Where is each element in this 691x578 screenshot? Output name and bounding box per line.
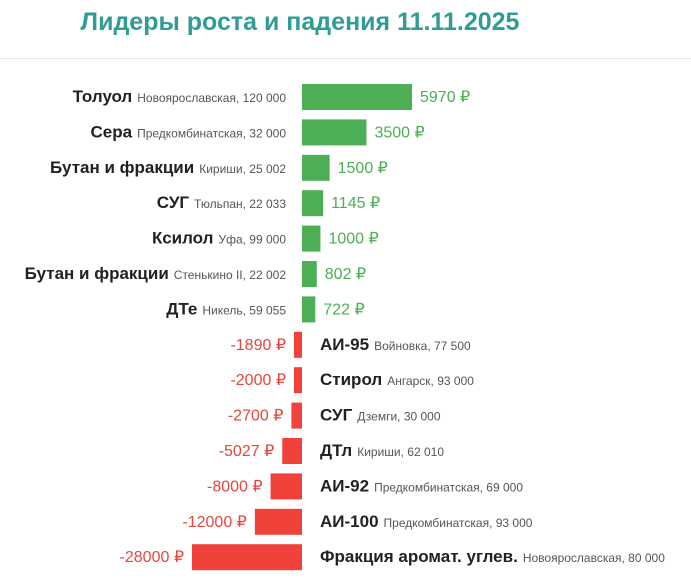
- place-detail: Никель, 59 055: [202, 303, 286, 317]
- value-label-5: 802 ₽: [325, 266, 366, 283]
- bar-10: [282, 438, 302, 464]
- bar-3: [302, 190, 324, 217]
- value-label-9: -2700 ₽: [228, 408, 284, 425]
- place-detail: Дземги, 30 000: [357, 410, 441, 424]
- place-detail: Кириши, 62 010: [357, 445, 444, 459]
- category-label-10: ДТл Кириши, 62 010: [320, 441, 444, 460]
- bar-6: [302, 296, 316, 323]
- value-label-6: 722 ₽: [323, 301, 364, 318]
- bar-2: [302, 154, 330, 181]
- category-label-8: Стирол Ангарск, 93 000: [320, 370, 474, 389]
- bar-13: [192, 544, 302, 571]
- value-label-1: 3500 ₽: [374, 124, 424, 141]
- bar-9: [291, 402, 302, 429]
- category-label-6: ДТе Никель, 59 055: [166, 299, 286, 318]
- category-label-4: Ксилол Уфа, 99 000: [152, 229, 286, 248]
- category-label-12: АИ-100 Предкомбинатская, 93 000: [320, 512, 533, 531]
- product-name: Ксилол: [152, 229, 213, 248]
- value-label-3: 1145 ₽: [331, 195, 380, 212]
- product-name: АИ-95: [320, 335, 369, 354]
- place-detail: Войновка, 77 500: [374, 339, 471, 353]
- product-name: СУГ: [157, 193, 190, 212]
- category-label-7: АИ-95 Войновка, 77 500: [320, 335, 471, 354]
- bar-12: [254, 508, 302, 535]
- category-label-3: СУГ Тюльпан, 22 033: [157, 193, 287, 212]
- product-name: ДТл: [320, 441, 352, 460]
- bar-1: [302, 119, 367, 146]
- bar-8: [294, 367, 302, 394]
- value-label-2: 1500 ₽: [338, 160, 388, 177]
- place-detail: Тюльпан, 22 033: [194, 197, 286, 211]
- value-label-4: 1000 ₽: [328, 231, 378, 248]
- place-detail: Предкомбинатская, 69 000: [374, 480, 523, 494]
- value-label-0: 5970 ₽: [420, 89, 470, 106]
- place-detail: Предкомбинатская, 32 000: [137, 126, 286, 140]
- chart-title: Лидеры роста и падения 11.11.2025: [80, 8, 520, 36]
- place-detail: Ангарск, 93 000: [387, 374, 474, 388]
- bar-7: [294, 331, 302, 358]
- category-label-1: Сера Предкомбинатская, 32 000: [91, 122, 287, 141]
- product-name: Сера: [91, 122, 133, 141]
- product-name: СУГ: [320, 406, 353, 425]
- product-name: АИ-100: [320, 512, 379, 531]
- category-label-5: Бутан и фракции Стенькино II, 22 002: [25, 264, 287, 283]
- category-label-13: Фракция аромат. углев. Новоярославская, 8…: [320, 547, 665, 566]
- value-label-12: -12000 ₽: [182, 514, 246, 531]
- value-label-7: -1890 ₽: [230, 337, 286, 354]
- value-label-8: -2000 ₽: [230, 372, 286, 389]
- place-detail: Новоярославская, 120 000: [137, 91, 286, 105]
- product-name: Бутан и фракции: [25, 264, 169, 283]
- value-label-10: -5027 ₽: [219, 443, 275, 460]
- product-name: Стирол: [320, 370, 382, 389]
- bar-0: [302, 84, 412, 110]
- product-name: АИ-92: [320, 476, 369, 495]
- place-detail: Уфа, 99 000: [218, 233, 286, 247]
- value-label-13: -28000 ₽: [120, 549, 184, 566]
- category-label-9: СУГ Дземги, 30 000: [320, 406, 441, 425]
- place-detail: Стенькино II, 22 002: [174, 268, 287, 282]
- place-detail: Новоярославская, 80 000: [523, 551, 665, 565]
- product-name: Толуол: [73, 87, 133, 106]
- product-name: Фракция аромат. углев.: [320, 547, 518, 566]
- product-name: ДТе: [166, 299, 197, 318]
- bar-4: [302, 225, 321, 252]
- category-label-2: Бутан и фракции Кириши, 25 002: [50, 158, 286, 177]
- product-name: Бутан и фракции: [50, 158, 194, 177]
- category-label-11: АИ-92 Предкомбинатская, 69 000: [320, 476, 523, 495]
- place-detail: Предкомбинатская, 93 000: [384, 516, 533, 530]
- place-detail: Кириши, 25 002: [199, 162, 286, 176]
- bar-5: [302, 261, 317, 287]
- bar-11: [270, 473, 302, 500]
- category-label-0: Толуол Новоярославская, 120 000: [73, 87, 287, 106]
- title-divider: [0, 58, 691, 59]
- value-label-11: -8000 ₽: [207, 478, 263, 495]
